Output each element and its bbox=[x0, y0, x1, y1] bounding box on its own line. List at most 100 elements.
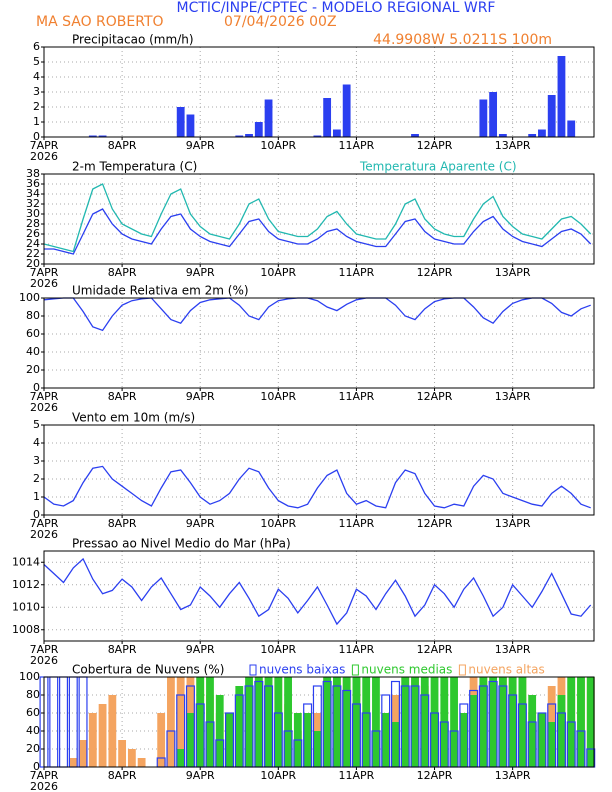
bar bbox=[137, 758, 146, 767]
y-tick-label: 1010 bbox=[12, 600, 40, 613]
bar bbox=[518, 677, 527, 767]
y-tick-label: 3 bbox=[33, 85, 40, 98]
panel-title: Vento em 10m (m/s) bbox=[72, 411, 195, 425]
x-tick-label: 8APR bbox=[108, 266, 137, 279]
bar bbox=[303, 713, 312, 767]
bar bbox=[547, 722, 556, 767]
bar bbox=[557, 56, 566, 137]
bar bbox=[420, 677, 429, 767]
y-tick-label: 1014 bbox=[12, 555, 40, 568]
legend-label: Temperatura Aparente (C) bbox=[359, 160, 517, 174]
bar bbox=[547, 95, 556, 137]
bar bbox=[430, 677, 439, 767]
bar bbox=[498, 677, 507, 767]
bar bbox=[176, 749, 185, 767]
bar bbox=[284, 677, 292, 767]
bar bbox=[538, 129, 546, 137]
location: MA SAO ROBERTO bbox=[36, 14, 164, 30]
x-tick-label: 12APR bbox=[417, 139, 453, 152]
x-tick-label: 12APR bbox=[417, 266, 453, 279]
y-tick-label: 4 bbox=[33, 436, 40, 449]
bar bbox=[274, 677, 283, 767]
x-tick-label: 11APR bbox=[339, 139, 375, 152]
plot-frame bbox=[43, 550, 595, 642]
bar bbox=[313, 135, 322, 137]
x-tick-label: 11APR bbox=[339, 390, 375, 403]
legend-swatch bbox=[351, 664, 359, 676]
plot-frame bbox=[43, 297, 595, 389]
y-tick-label: 3 bbox=[33, 454, 40, 467]
bar bbox=[352, 677, 361, 767]
y-tick-label: 4 bbox=[33, 70, 40, 83]
bar bbox=[108, 695, 117, 767]
x-tick-label: 13APR bbox=[495, 517, 531, 530]
x-tick-label: 10APR bbox=[260, 139, 296, 152]
bar bbox=[479, 99, 488, 137]
x-tick-label: 9APR bbox=[186, 769, 215, 782]
bar bbox=[88, 713, 97, 767]
x-tick-label: 10APR bbox=[260, 266, 296, 279]
year-label: 2026 bbox=[30, 780, 58, 792]
bar bbox=[372, 677, 380, 767]
bar bbox=[538, 713, 546, 767]
line bbox=[43, 183, 592, 253]
y-tick-label: 80 bbox=[26, 688, 40, 701]
plot-frame bbox=[43, 46, 595, 138]
bar bbox=[342, 677, 351, 767]
y-tick-label: 40 bbox=[26, 724, 40, 737]
y-tick-label: 2 bbox=[33, 100, 40, 113]
year-label: 2026 bbox=[30, 528, 58, 541]
y-tick-label: 100 bbox=[19, 670, 40, 683]
bar bbox=[88, 135, 97, 137]
x-tick-label: 7APR bbox=[30, 769, 59, 782]
line bbox=[44, 208, 592, 255]
x-tick-label: 7APR bbox=[30, 390, 59, 403]
bar bbox=[264, 99, 273, 137]
x-tick-label: 9APR bbox=[186, 643, 215, 656]
bar bbox=[98, 704, 107, 767]
y-tick-label: 0 bbox=[33, 508, 40, 521]
y-tick-label: 22 bbox=[26, 247, 40, 260]
x-tick-label: 11APR bbox=[339, 769, 375, 782]
bar bbox=[489, 677, 498, 767]
bar bbox=[528, 695, 537, 767]
y-tick-label: 1012 bbox=[12, 578, 40, 591]
bar bbox=[245, 134, 253, 137]
y-tick-label: 40 bbox=[26, 345, 40, 358]
bar bbox=[176, 677, 185, 767]
x-tick-label: 9APR bbox=[186, 266, 215, 279]
legend-swatch bbox=[249, 664, 257, 676]
run-time: 07/04/2026 00Z bbox=[224, 14, 337, 30]
legend-swatch bbox=[458, 664, 466, 676]
y-tick-label: 38 bbox=[26, 167, 40, 180]
y-tick-label: 0 bbox=[33, 381, 40, 394]
x-tick-label: 11APR bbox=[339, 266, 375, 279]
bar bbox=[68, 676, 78, 768]
bar bbox=[235, 135, 244, 137]
bar bbox=[528, 134, 537, 137]
x-tick-label: 8APR bbox=[108, 769, 137, 782]
y-tick-label: 32 bbox=[26, 197, 40, 210]
bar bbox=[167, 677, 175, 767]
bar bbox=[498, 134, 507, 137]
bar bbox=[577, 677, 585, 767]
bar bbox=[479, 677, 488, 767]
bar bbox=[215, 695, 224, 767]
x-tick-label: 12APR bbox=[417, 769, 453, 782]
line bbox=[43, 465, 591, 509]
y-tick-label: 80 bbox=[26, 309, 40, 322]
x-tick-label: 13APR bbox=[495, 643, 531, 656]
panel-title: Cobertura de Nuvens (%) bbox=[72, 663, 224, 677]
header-title: MCTIC/INPE/CPTEC - MODELO REGIONAL WRF bbox=[177, 0, 496, 16]
x-tick-label: 10APR bbox=[260, 643, 296, 656]
x-tick-label: 8APR bbox=[108, 643, 137, 656]
plot-frame bbox=[43, 676, 595, 768]
year-label: 2026 bbox=[30, 401, 58, 414]
bar bbox=[391, 722, 400, 767]
bar bbox=[225, 713, 234, 767]
bar bbox=[118, 740, 127, 767]
bar bbox=[245, 677, 253, 767]
x-tick-label: 11APR bbox=[339, 517, 375, 530]
panel-title: Pressao ao Nivel Medio do Mar (hPa) bbox=[72, 537, 291, 551]
line bbox=[43, 297, 591, 332]
